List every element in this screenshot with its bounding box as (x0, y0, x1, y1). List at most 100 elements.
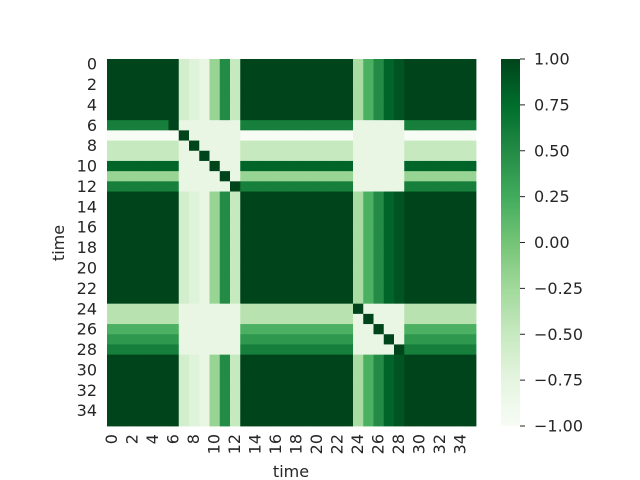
heatmap-cell (424, 273, 436, 284)
heatmap-cell (209, 395, 221, 407)
heatmap-cell (250, 364, 262, 376)
heatmap-cell (353, 262, 364, 274)
heatmap-cell (445, 334, 456, 345)
heatmap-cell (117, 313, 128, 325)
heatmap-cell (127, 89, 139, 101)
colorbar-tick-label: −1.00 (534, 417, 583, 436)
heatmap-cell (127, 395, 139, 407)
x-tick-label: 2 (123, 434, 142, 444)
heatmap-cell (322, 313, 333, 325)
heatmap-cell (301, 273, 313, 284)
heatmap-cell (178, 120, 190, 131)
heatmap-cell (404, 375, 415, 386)
heatmap-cell (332, 283, 344, 294)
heatmap-cell (117, 79, 128, 90)
heatmap-cell (312, 405, 323, 417)
heatmap-cell (465, 252, 477, 264)
heatmap-cell (445, 109, 456, 121)
heatmap-cell (342, 222, 354, 233)
heatmap-cell (373, 303, 385, 315)
heatmap-cell (342, 303, 354, 315)
heatmap-cell (383, 252, 395, 264)
heatmap-cell (353, 140, 364, 152)
heatmap-cell (117, 242, 128, 254)
heatmap-cell (394, 130, 405, 141)
heatmap-cell (342, 354, 354, 366)
heatmap-cell (107, 262, 118, 274)
heatmap-cell (168, 283, 180, 294)
heatmap-cell (312, 334, 323, 345)
heatmap-cell (301, 354, 313, 366)
heatmap-cell (189, 324, 200, 335)
heatmap-cell (404, 130, 415, 141)
y-tick-label: 16 (77, 218, 97, 237)
heatmap-cell (404, 232, 415, 243)
heatmap-cell (250, 69, 262, 80)
heatmap-cell (158, 171, 169, 182)
heatmap-cell (148, 130, 159, 141)
heatmap-cell (240, 109, 251, 121)
heatmap-cell (435, 201, 446, 213)
heatmap-cell (168, 160, 180, 172)
heatmap-cell (271, 313, 282, 325)
heatmap-cell (435, 293, 446, 305)
heatmap-cell (342, 364, 354, 376)
heatmap-cell (435, 364, 446, 376)
heatmap-cell (465, 130, 477, 141)
heatmap-cell (178, 181, 190, 192)
heatmap-cell (424, 252, 436, 264)
heatmap-cell (332, 150, 344, 162)
heatmap-cell (322, 364, 333, 376)
heatmap-cell (332, 191, 344, 203)
heatmap-cell (260, 109, 272, 121)
heatmap-cell (281, 120, 292, 131)
heatmap-cell (394, 69, 405, 80)
heatmap-cell (219, 334, 231, 345)
heatmap-cell (271, 252, 282, 264)
heatmap-cell (424, 140, 436, 152)
heatmap-cell (445, 79, 456, 90)
heatmap-cell (424, 395, 436, 407)
heatmap-cell (394, 273, 405, 284)
heatmap-cell (127, 405, 139, 417)
x-tick-label: 18 (287, 434, 306, 454)
heatmap-cell (312, 364, 323, 376)
heatmap-cell (435, 354, 446, 366)
heatmap-cell (250, 89, 262, 101)
heatmap-cell (117, 252, 128, 264)
y-tick-label: 8 (87, 136, 97, 155)
heatmap-cell (158, 59, 169, 70)
heatmap-cell (291, 405, 303, 417)
heatmap-cell (363, 344, 374, 356)
heatmap-cell (312, 293, 323, 305)
heatmap-cell (404, 140, 415, 152)
heatmap-cell (209, 405, 221, 417)
heatmap-cell (312, 160, 323, 172)
y-tick-label: 4 (87, 95, 97, 114)
heatmap-cell (445, 364, 456, 376)
heatmap-cell (332, 109, 344, 121)
heatmap-cell (189, 385, 200, 396)
heatmap-cell (394, 89, 405, 101)
heatmap-cell (199, 364, 210, 376)
heatmap-cell (209, 313, 221, 325)
heatmap-cell (353, 385, 364, 396)
heatmap-cell (219, 385, 231, 396)
heatmap-cell (117, 222, 128, 233)
heatmap-cell (363, 160, 374, 172)
heatmap-cell (404, 222, 415, 233)
heatmap-cell (250, 211, 262, 223)
heatmap-cell (250, 232, 262, 243)
heatmap-cell (260, 364, 272, 376)
heatmap-cell (322, 130, 333, 141)
heatmap-cell (445, 222, 456, 233)
heatmap-cell (445, 89, 456, 101)
heatmap-cell (199, 303, 210, 315)
heatmap-cell (445, 293, 456, 305)
heatmap-cell (363, 201, 374, 213)
heatmap-cell (271, 130, 282, 141)
heatmap-cell (373, 334, 385, 345)
heatmap-cell (178, 191, 190, 203)
heatmap-cell (424, 385, 436, 396)
heatmap-cell (445, 191, 456, 203)
